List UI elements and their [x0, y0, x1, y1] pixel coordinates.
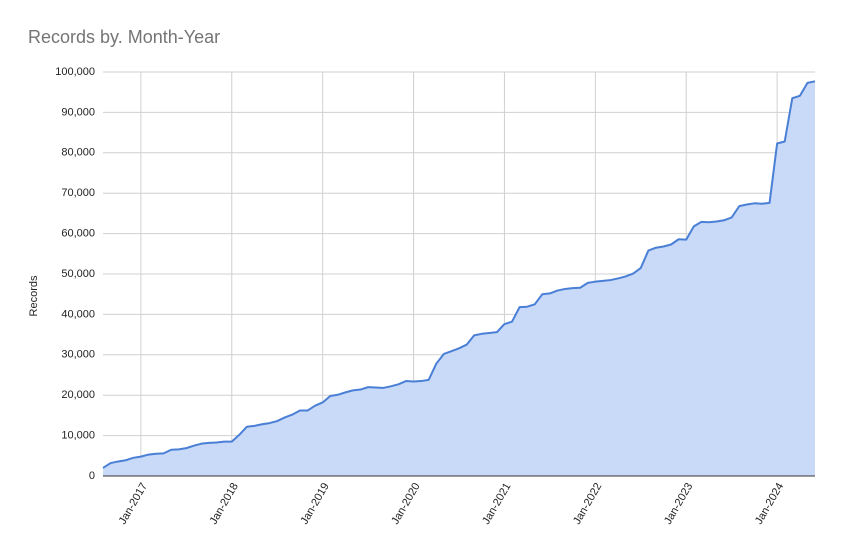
x-tick-label: Jan-2021: [480, 481, 513, 527]
y-tick-label: 0: [89, 470, 95, 482]
y-tick-label: 50,000: [61, 268, 95, 280]
y-tick-label: 10,000: [61, 430, 95, 442]
y-tick-label: 70,000: [61, 187, 95, 199]
y-axis-label: Records: [28, 275, 40, 316]
x-tick-label: Jan-2019: [298, 481, 331, 527]
y-tick-label: 90,000: [61, 106, 95, 118]
y-tick-label: 80,000: [61, 147, 95, 159]
x-tick-label: Jan-2023: [662, 481, 695, 527]
y-tick-label: 60,000: [61, 228, 95, 240]
area-line: [102, 80, 816, 469]
y-tick-label: 20,000: [61, 389, 95, 401]
y-tick-label: 30,000: [61, 349, 95, 361]
chart-title: Records by. Month-Year: [28, 27, 220, 47]
x-tick-label: Jan-2020: [389, 481, 422, 527]
y-tick-label: 40,000: [61, 308, 95, 320]
y-tick-label: 100,000: [55, 66, 95, 78]
x-tick-label: Jan-2018: [208, 481, 241, 527]
x-tick-label: Jan-2022: [571, 481, 604, 527]
x-tick-label: Jan-2017: [117, 481, 150, 527]
area-fill: [103, 81, 815, 477]
x-tick-label: Jan-2024: [753, 481, 786, 527]
